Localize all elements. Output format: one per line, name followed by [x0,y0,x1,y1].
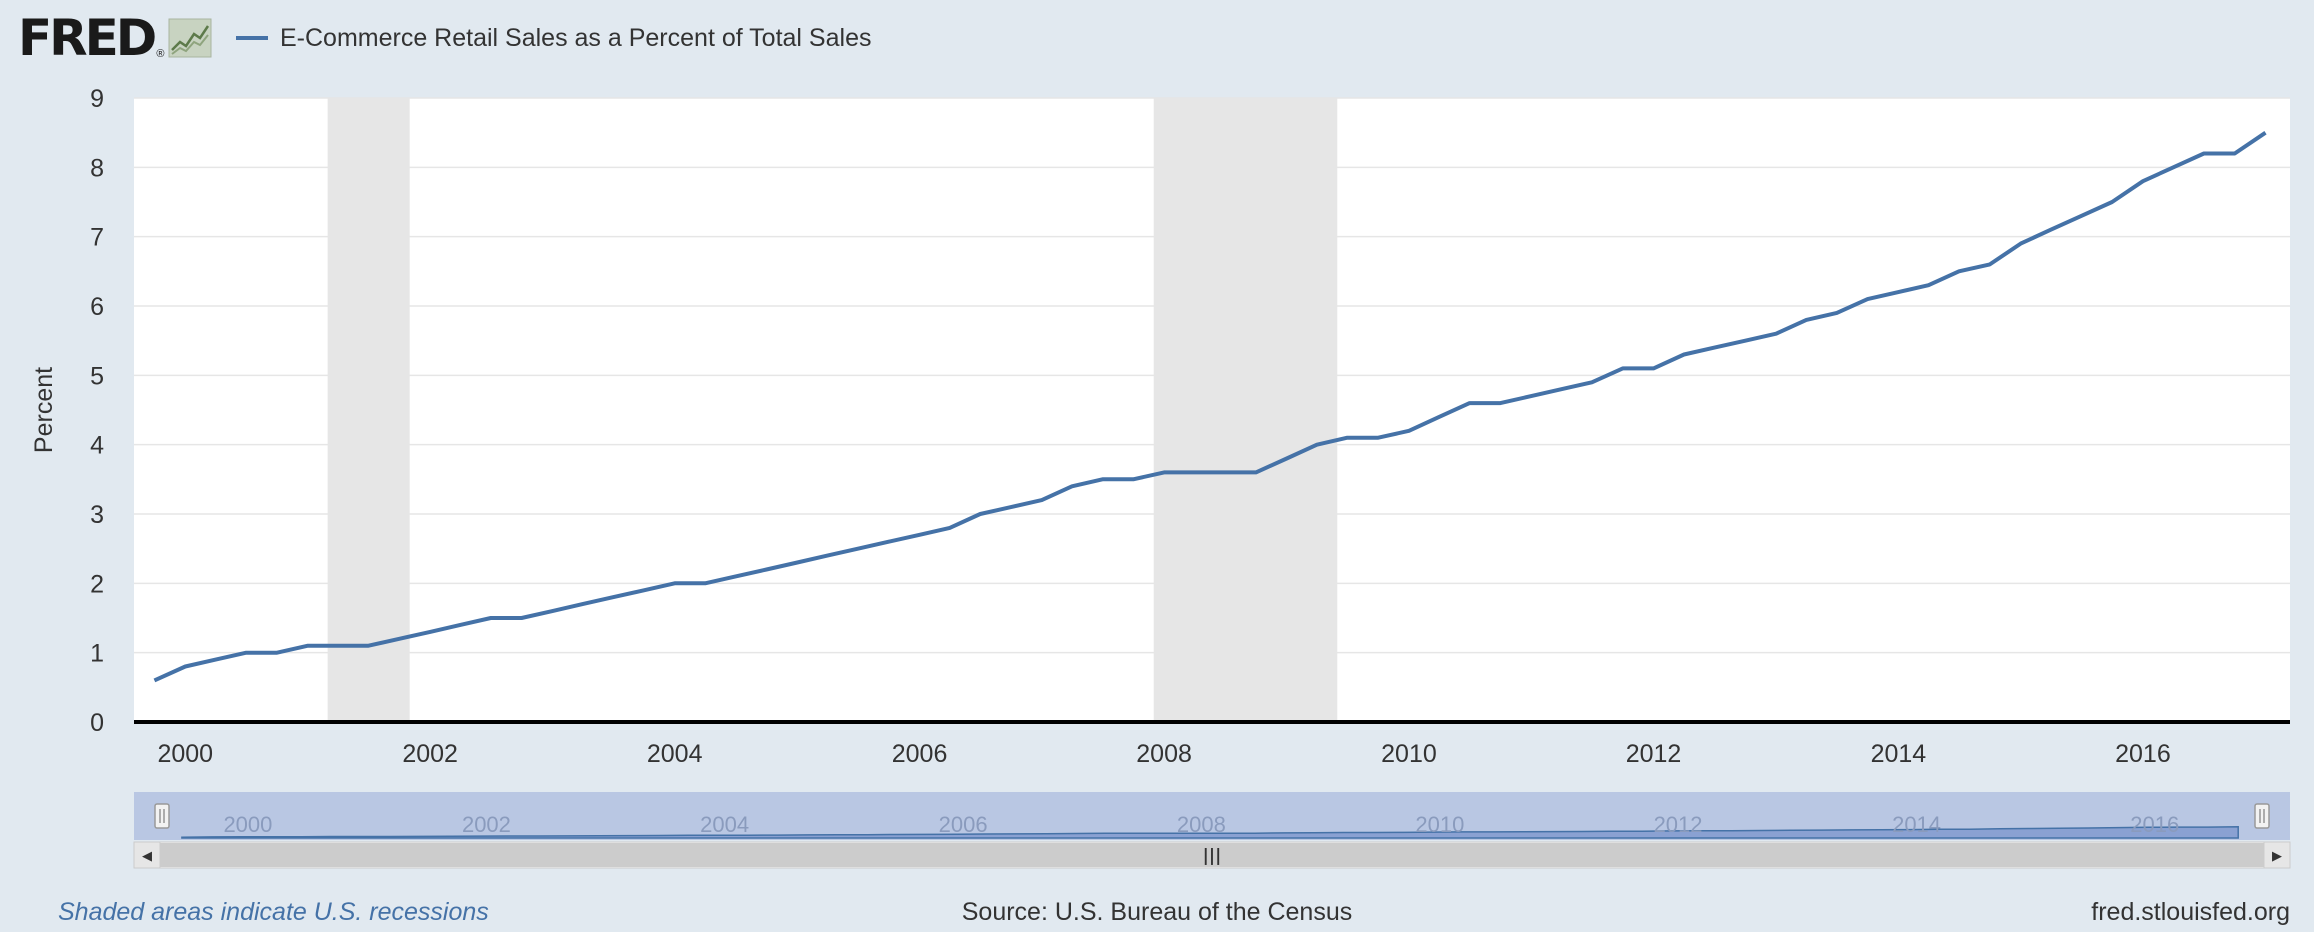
y-tick-label: 0 [90,709,104,737]
navigator-tick-label: 2006 [939,812,988,837]
navigator-tick-label: 2012 [1654,812,1703,837]
y-tick-label: 4 [90,432,104,460]
y-tick-label: 7 [90,224,104,252]
recession-band-2 [1153,98,1338,722]
navigator-left-handle[interactable] [154,803,170,829]
y-tick-label: 3 [90,501,104,529]
x-tick-label: 2010 [1381,740,1437,768]
navigator-tick-label: 2016 [2130,812,2179,837]
x-tick-label: 2016 [2115,740,2171,768]
legend-swatch [236,36,268,40]
scrollbar-thumb[interactable] [160,843,2264,867]
series-line [153,131,2267,683]
y-tick-label: 6 [90,293,104,321]
arrow-left-icon: ◀ [142,849,152,864]
navigator-tick-label: 2004 [700,812,749,837]
navigator-tick-label: 2014 [1892,812,1941,837]
navigator-tick-label: 2010 [1415,812,1464,837]
navigator-tick-label: 2000 [223,812,272,837]
range-navigator[interactable]: 2000 2002 2004 2006 2008 2010 2012 2014 2016 ||| ◀… [133,792,2291,869]
x-tick-label: 2004 [647,740,703,768]
graph-icon [168,18,212,58]
x-tick-label: 2012 [1626,740,1682,768]
navigator-right-handle[interactable] [2254,803,2270,829]
x-tick-label: 2008 [1136,740,1192,768]
x-tick-label: 2014 [1871,740,1927,768]
site-link[interactable]: fred.stlouisfed.org [2091,898,2290,926]
navigator-tick-label: 2002 [462,812,511,837]
recession-band-1 [327,98,410,722]
y-axis-label: Percent [30,367,58,453]
navigator-series [181,825,2239,839]
x-tick-label: 2002 [402,740,458,768]
logo-text: FRED [18,9,157,67]
scroll-left-button[interactable] [133,841,161,869]
x-tick-label: 2000 [157,740,213,768]
fred-logo[interactable]: FRED ® [18,10,212,66]
chart-legend: E-Commerce Retail Sales as a Percent of … [236,18,871,58]
y-tick-label: 1 [90,640,104,668]
source-text: Source: U.S. Bureau of the Census [961,898,1353,926]
navigator-tick-label: 2008 [1177,812,1226,837]
logo-registered-mark: ® [156,48,165,60]
y-tick-label: 2 [90,570,104,598]
y-tick-label: 8 [90,154,104,182]
legend-label: E-Commerce Retail Sales as a Percent of … [280,23,872,52]
scrollbar-grip: ||| [1203,846,1222,866]
y-tick-label: 9 [90,85,104,113]
scroll-right-button[interactable] [2263,841,2291,869]
x-tick-label: 2006 [892,740,948,768]
y-tick-label: 5 [90,362,104,390]
recession-note: Shaded areas indicate U.S. recessions [58,898,489,926]
arrow-right-icon: ▶ [2272,849,2282,864]
